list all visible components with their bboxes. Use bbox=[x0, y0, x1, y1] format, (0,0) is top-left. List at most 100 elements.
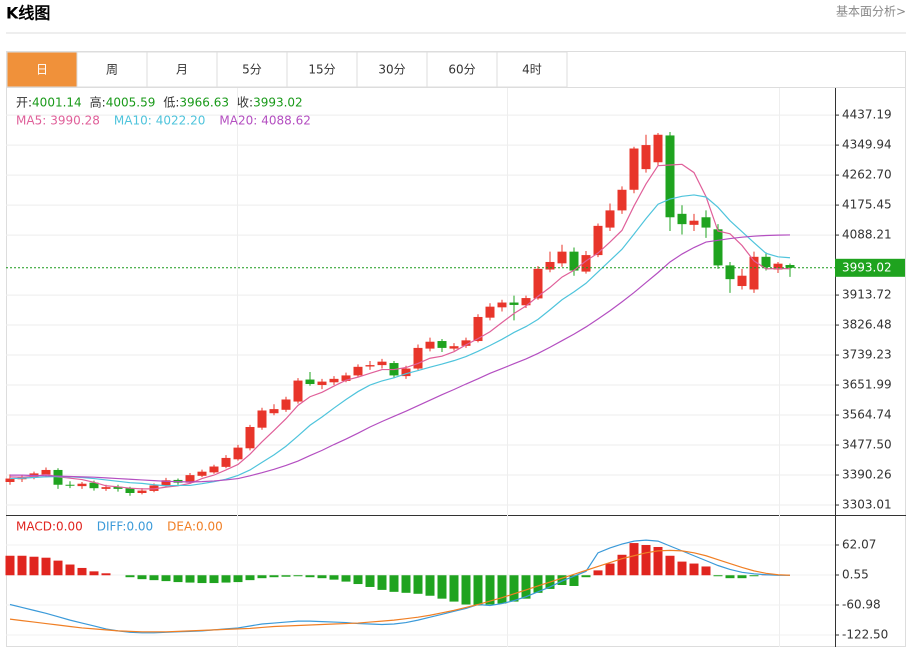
candle-body bbox=[569, 251, 579, 271]
legend-value: 0.00 bbox=[196, 520, 223, 534]
macd-bar bbox=[749, 575, 759, 577]
series-line bbox=[9, 194, 791, 487]
tab-label[interactable]: 15分 bbox=[308, 63, 335, 77]
macd-bar bbox=[449, 575, 459, 602]
macd-bar bbox=[689, 563, 699, 576]
candle-body bbox=[137, 490, 147, 493]
legend-name: DIFF: bbox=[97, 520, 127, 534]
candle-body bbox=[413, 347, 423, 369]
macd-bar bbox=[281, 575, 291, 577]
info-value: 4005.59 bbox=[106, 96, 156, 110]
candle-body bbox=[353, 366, 363, 376]
macd-bar bbox=[641, 545, 651, 576]
macd-bar bbox=[701, 566, 711, 576]
candle-body bbox=[581, 255, 591, 272]
macd-bar bbox=[53, 560, 63, 576]
candle-body bbox=[101, 487, 111, 489]
series-line bbox=[9, 163, 791, 490]
candle-body bbox=[365, 365, 375, 367]
y-tick-label: 3826.48 bbox=[842, 318, 892, 332]
macd-bar bbox=[245, 575, 255, 581]
macd-bar bbox=[293, 575, 303, 577]
candle-body bbox=[653, 134, 663, 163]
y-tick-label: 4262.70 bbox=[842, 168, 892, 182]
macd-bar bbox=[389, 575, 399, 592]
candle-body bbox=[521, 298, 531, 306]
tab[interactable] bbox=[356, 51, 428, 88]
macd-bar bbox=[197, 575, 207, 584]
y-tick-label: 3739.23 bbox=[842, 348, 892, 362]
tab[interactable] bbox=[6, 51, 78, 88]
candle-body bbox=[785, 265, 795, 268]
macd-bar bbox=[413, 575, 423, 594]
macd-bar bbox=[29, 556, 39, 576]
macd-bar bbox=[581, 575, 591, 578]
analysis-link[interactable]: 基本面分析> bbox=[836, 5, 906, 19]
tab[interactable] bbox=[496, 51, 568, 88]
macd-bar bbox=[89, 571, 99, 576]
macd-bar bbox=[473, 575, 483, 606]
tab-label[interactable]: 60分 bbox=[448, 63, 475, 77]
info-label: 开: bbox=[16, 96, 32, 110]
legend-value: 4022.20 bbox=[156, 114, 206, 128]
candle-body bbox=[197, 471, 207, 476]
candle-body bbox=[185, 475, 195, 483]
macd-bar bbox=[353, 575, 363, 585]
info-value: 4001.14 bbox=[32, 96, 82, 110]
tab[interactable] bbox=[146, 51, 218, 88]
tab[interactable] bbox=[286, 51, 358, 88]
candle-body bbox=[113, 486, 123, 489]
macd-bar bbox=[617, 554, 627, 576]
macd-bar bbox=[173, 575, 183, 583]
macd-bar bbox=[485, 575, 495, 605]
info-label: 低: bbox=[163, 96, 179, 110]
candle-body bbox=[89, 482, 99, 489]
current-price-label: 3993.02 bbox=[842, 260, 892, 274]
info-label: 收: bbox=[237, 96, 253, 110]
candle-body bbox=[221, 457, 231, 467]
macd-bar bbox=[569, 575, 579, 586]
candle-body bbox=[509, 302, 519, 305]
y-tick-label: 3303.01 bbox=[842, 498, 892, 512]
macd-bar bbox=[497, 575, 507, 604]
candle-body bbox=[449, 346, 459, 349]
macd-bar bbox=[305, 575, 315, 578]
y-tick-label: 3390.26 bbox=[842, 468, 892, 482]
candle-body bbox=[593, 225, 603, 256]
macd-bar bbox=[377, 575, 387, 590]
tab[interactable] bbox=[76, 51, 148, 88]
candle-body bbox=[545, 261, 555, 270]
y-tick-label: 4175.45 bbox=[842, 198, 892, 212]
candle-body bbox=[341, 375, 351, 381]
info-value: 3966.63 bbox=[179, 96, 229, 110]
macd-bar bbox=[437, 575, 447, 599]
tab-label[interactable]: 月 bbox=[176, 63, 188, 77]
candle-body bbox=[233, 447, 243, 460]
candle-body bbox=[689, 220, 699, 225]
tab-label[interactable]: 周 bbox=[106, 63, 118, 77]
y-tick-label: 3913.72 bbox=[842, 288, 892, 302]
macd-bar bbox=[77, 567, 87, 576]
candle-body bbox=[461, 340, 471, 346]
candle-body bbox=[557, 251, 567, 264]
macd-bar bbox=[125, 575, 135, 578]
tab-label[interactable]: 日 bbox=[36, 63, 48, 77]
macd-bar bbox=[401, 575, 411, 593]
macd-bar bbox=[557, 575, 567, 586]
legend-name: DEA: bbox=[167, 520, 196, 534]
candle-body bbox=[497, 302, 507, 308]
candle-body bbox=[605, 210, 615, 228]
macd-bar bbox=[5, 555, 15, 576]
macd-bar bbox=[317, 575, 327, 579]
tab-label[interactable]: 4时 bbox=[522, 63, 542, 77]
tab[interactable] bbox=[216, 51, 288, 88]
candle-body bbox=[209, 466, 219, 473]
macd-bar bbox=[233, 575, 243, 583]
candle-body bbox=[245, 426, 255, 449]
page-title: K线图 bbox=[6, 4, 50, 23]
macd-bar bbox=[629, 543, 639, 576]
tab-label[interactable]: 5分 bbox=[242, 63, 262, 77]
tab-label[interactable]: 30分 bbox=[378, 63, 405, 77]
